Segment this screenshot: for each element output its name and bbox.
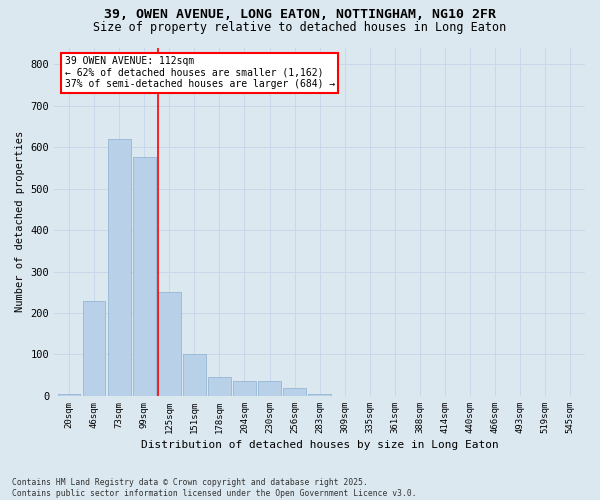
Bar [58, 394, 80, 396]
X-axis label: Distribution of detached houses by size in Long Eaton: Distribution of detached houses by size … [141, 440, 499, 450]
Bar [108, 139, 131, 396]
Bar [83, 300, 106, 396]
Bar [258, 382, 281, 396]
Text: Size of property relative to detached houses in Long Eaton: Size of property relative to detached ho… [94, 21, 506, 34]
Bar [158, 292, 181, 396]
Bar [283, 388, 306, 396]
Bar [308, 394, 331, 396]
Y-axis label: Number of detached properties: Number of detached properties [15, 131, 25, 312]
Bar [208, 378, 230, 396]
Text: Contains HM Land Registry data © Crown copyright and database right 2025.
Contai: Contains HM Land Registry data © Crown c… [12, 478, 416, 498]
Bar [233, 382, 256, 396]
Text: 39 OWEN AVENUE: 112sqm
← 62% of detached houses are smaller (1,162)
37% of semi-: 39 OWEN AVENUE: 112sqm ← 62% of detached… [65, 56, 335, 90]
Text: 39, OWEN AVENUE, LONG EATON, NOTTINGHAM, NG10 2FR: 39, OWEN AVENUE, LONG EATON, NOTTINGHAM,… [104, 8, 496, 20]
Bar [133, 158, 155, 396]
Bar [183, 354, 206, 396]
